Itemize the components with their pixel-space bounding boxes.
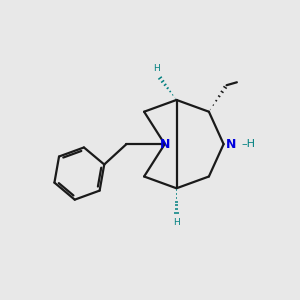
Text: –H: –H [242, 139, 256, 149]
Text: H: H [173, 218, 180, 227]
Text: H: H [153, 64, 160, 73]
Text: N: N [160, 138, 170, 151]
Text: N: N [226, 138, 236, 151]
